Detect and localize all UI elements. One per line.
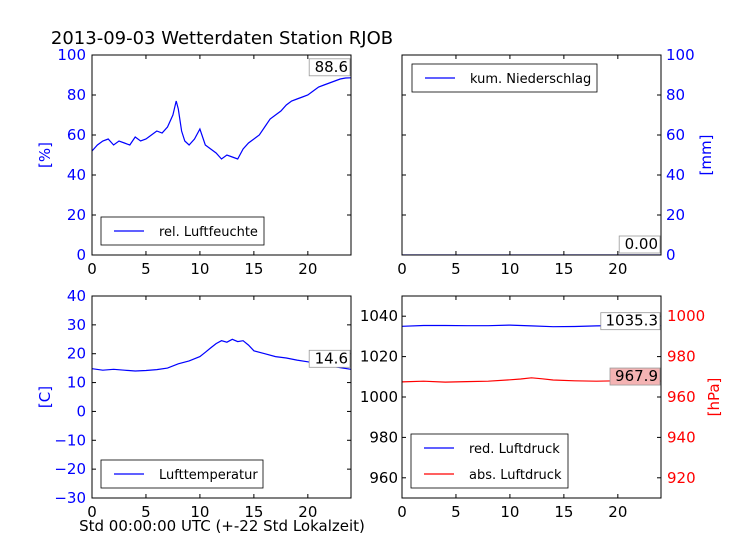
- annotation-precipitation: 0.00: [625, 235, 658, 253]
- xtick-label-humidity: 10: [190, 260, 209, 278]
- legend-label: kum. Niederschlag: [470, 72, 591, 87]
- ytick-label-temperature: −30: [54, 489, 86, 507]
- ylabel-precipitation: [mm]: [697, 135, 715, 176]
- xtick-label-temperature: 20: [298, 503, 317, 521]
- legend-precipitation: kum. Niederschlag: [411, 63, 598, 93]
- xtick-label-temperature: 10: [190, 503, 209, 521]
- ytick-label-humidity: 20: [67, 206, 86, 224]
- xtick-label-humidity: 20: [298, 260, 317, 278]
- xtick-label-pressure: 15: [554, 503, 573, 521]
- xtick-label-humidity: 5: [141, 260, 151, 278]
- ytick-label-temperature: 30: [67, 316, 86, 334]
- figure-xlabel: Std 00:00:00 UTC (+-22 Std Lokalzeit): [79, 517, 365, 535]
- ytick-label-temperature: 0: [76, 402, 86, 420]
- series-line-temperature-0: [92, 338, 351, 372]
- frame-temperature: [91, 295, 352, 499]
- xtick-label-pressure: 20: [608, 503, 627, 521]
- xtick-label-precipitation: 0: [397, 260, 407, 278]
- legend-label: abs. Luftdruck: [469, 468, 562, 483]
- ylabel-humidity: [%]: [36, 142, 54, 168]
- ytick-label-precipitation: 0: [666, 246, 676, 264]
- xtick-label-pressure: 5: [451, 503, 461, 521]
- xtick-label-pressure: 10: [500, 503, 519, 521]
- ytick-label-temperature: −10: [54, 431, 86, 449]
- xtick-label-humidity: 15: [244, 260, 263, 278]
- ytick-label-pressure: 980: [369, 428, 398, 446]
- figure-title: 2013-09-03 Wetterdaten Station RJOB: [51, 28, 393, 49]
- annotation-precipitation-box: [618, 235, 661, 254]
- ytick-label-humidity: 0: [76, 246, 86, 264]
- legend-box: [410, 433, 569, 489]
- annotation-abs-luftdruck-box: [609, 367, 661, 386]
- ytick-label-temperature: 40: [67, 287, 86, 305]
- ytick-label-precipitation: 80: [666, 86, 685, 104]
- xtick-label-precipitation: 5: [451, 260, 461, 278]
- ytick-right-label-pressure: 980: [667, 348, 696, 366]
- panel-humidity: 0 5 10 15 20 0 20 40 60 80 100 [%] 88.6 rel. Luftfeuc…: [36, 46, 352, 278]
- ytick-label-temperature: 20: [67, 345, 86, 363]
- ytick-label-humidity: 80: [67, 86, 86, 104]
- ytick-label-precipitation: 100: [666, 46, 695, 64]
- legend-pressure: red. Luftdruck abs. Luftdruck: [410, 433, 569, 489]
- ytick-label-precipitation: 40: [666, 166, 685, 184]
- annotation-red-luftdruck: 1035.3: [606, 312, 659, 330]
- panel-precipitation: 0 5 10 15 20 0 20 40 60 80 100 [mm] 0.00 kum. Nieders…: [397, 46, 715, 278]
- ytick-label-pressure: 1020: [360, 348, 398, 366]
- panel-pressure: 0 5 10 15 20 960 980 1000 1020 1040 920 940 960 980 10…: [360, 295, 723, 521]
- xtick-label-temperature: 5: [141, 503, 151, 521]
- ytick-label-pressure: 1040: [360, 307, 398, 325]
- ytick-label-precipitation: 20: [666, 206, 685, 224]
- ytick-right-label-pressure: 940: [667, 428, 696, 446]
- ytick-label-humidity: 100: [57, 46, 86, 64]
- annotation-humidity-box: [308, 58, 351, 77]
- series-line-humidity-0: [92, 77, 351, 160]
- xtick-label-precipitation: 20: [608, 260, 627, 278]
- annotation-temperature: 14.6: [315, 349, 348, 367]
- ylabel-right-pressure: [hPa]: [705, 378, 723, 417]
- ylabel-temperature: [C]: [36, 386, 54, 408]
- ytick-right-label-pressure: 1000: [667, 307, 705, 325]
- xtick-label-precipitation: 10: [500, 260, 519, 278]
- annotation-red-luftdruck-box: [600, 312, 661, 331]
- ytick-right-label-pressure: 960: [667, 388, 696, 406]
- annotation-temperature-box: [308, 349, 351, 368]
- xtick-label-precipitation: 15: [554, 260, 573, 278]
- ytick-label-temperature: 10: [67, 374, 86, 392]
- legend-temperature: Lufttemperatur: [100, 459, 264, 489]
- ytick-right-label-pressure: 920: [667, 469, 696, 487]
- ytick-label-precipitation: 60: [666, 126, 685, 144]
- legend-label: red. Luftdruck: [469, 442, 560, 457]
- ytick-label-humidity: 40: [67, 166, 86, 184]
- legend-label: Lufttemperatur: [159, 468, 258, 483]
- frame-precipitation: [401, 54, 662, 256]
- legend-label: rel. Luftfeuchte: [159, 225, 258, 240]
- ytick-label-temperature: −20: [54, 460, 86, 478]
- annotation-abs-luftdruck: 967.9: [615, 367, 658, 385]
- ytick-label-pressure: 1000: [360, 388, 398, 406]
- xtick-label-humidity: 0: [87, 260, 97, 278]
- panel-temperature: 0 5 10 15 20 −30 −20 −10 0 10 20 30 40 [C] 14.6 Lufttem…: [36, 287, 352, 521]
- annotation-humidity: 88.6: [315, 58, 348, 76]
- ytick-label-humidity: 60: [67, 126, 86, 144]
- xtick-label-pressure: 0: [397, 503, 407, 521]
- xtick-label-temperature: 0: [87, 503, 97, 521]
- ytick-label-pressure: 960: [369, 469, 398, 487]
- frame-humidity: [91, 54, 352, 256]
- legend-humidity: rel. Luftfeuchte: [100, 216, 265, 246]
- xtick-label-temperature: 15: [244, 503, 263, 521]
